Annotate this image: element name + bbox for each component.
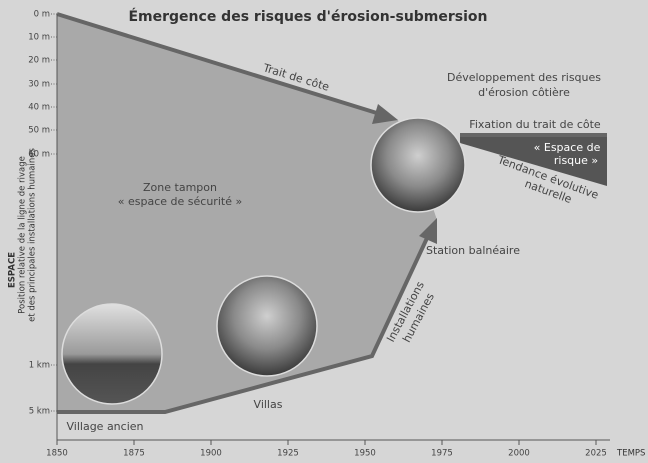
y-tick-label: 20 m: [28, 56, 50, 66]
y-tick-label: 5 km: [29, 407, 50, 417]
y-tick-label: 10 m: [28, 33, 50, 43]
label: Zone tampon: [143, 181, 217, 194]
y-tick-label: 50 m: [28, 126, 50, 136]
x-tick-label: 1975: [431, 449, 453, 459]
y-tick-label: 30 m: [28, 80, 50, 90]
label: Fixation du trait de côte: [469, 118, 601, 131]
y-tick-label: 1 km: [29, 361, 50, 371]
x-axis-name: TEMPS: [616, 449, 645, 459]
title: Émergence des risques d'érosion-submersi…: [128, 8, 487, 25]
x-tick-label: 1900: [200, 449, 222, 459]
x-tick-label: 1875: [123, 449, 145, 459]
label: d'érosion côtière: [478, 86, 570, 99]
label: Station balnéaire: [426, 244, 520, 257]
diagram: 0 m10 m20 m30 m40 m50 m60 m1 km5 km18501…: [0, 0, 648, 463]
x-tick-label: 2025: [585, 449, 607, 459]
label: Village ancien: [67, 420, 144, 433]
label: Développement des risques: [447, 71, 601, 84]
label: « espace de sécurité »: [118, 195, 242, 208]
x-tick-label: 1925: [277, 449, 299, 459]
y-tick-label: 0 m: [34, 10, 50, 20]
x-tick-label: 2000: [508, 449, 530, 459]
y-axis-title: Position relative de la ligne de rivage: [18, 156, 28, 314]
photo-villa: [217, 276, 317, 376]
x-tick-label: 1950: [354, 449, 376, 459]
photo-village: [62, 304, 162, 404]
y-axis-name: ESPACE: [8, 252, 18, 288]
x-tick-label: 1850: [46, 449, 68, 459]
photo-resort: [371, 118, 465, 212]
y-tick-label: 40 m: [28, 103, 50, 113]
label: risque »: [554, 154, 598, 167]
label: « Espace de: [534, 141, 601, 154]
label: Villas: [254, 398, 283, 411]
y-axis-title: et des principales installations humaine…: [28, 148, 38, 322]
